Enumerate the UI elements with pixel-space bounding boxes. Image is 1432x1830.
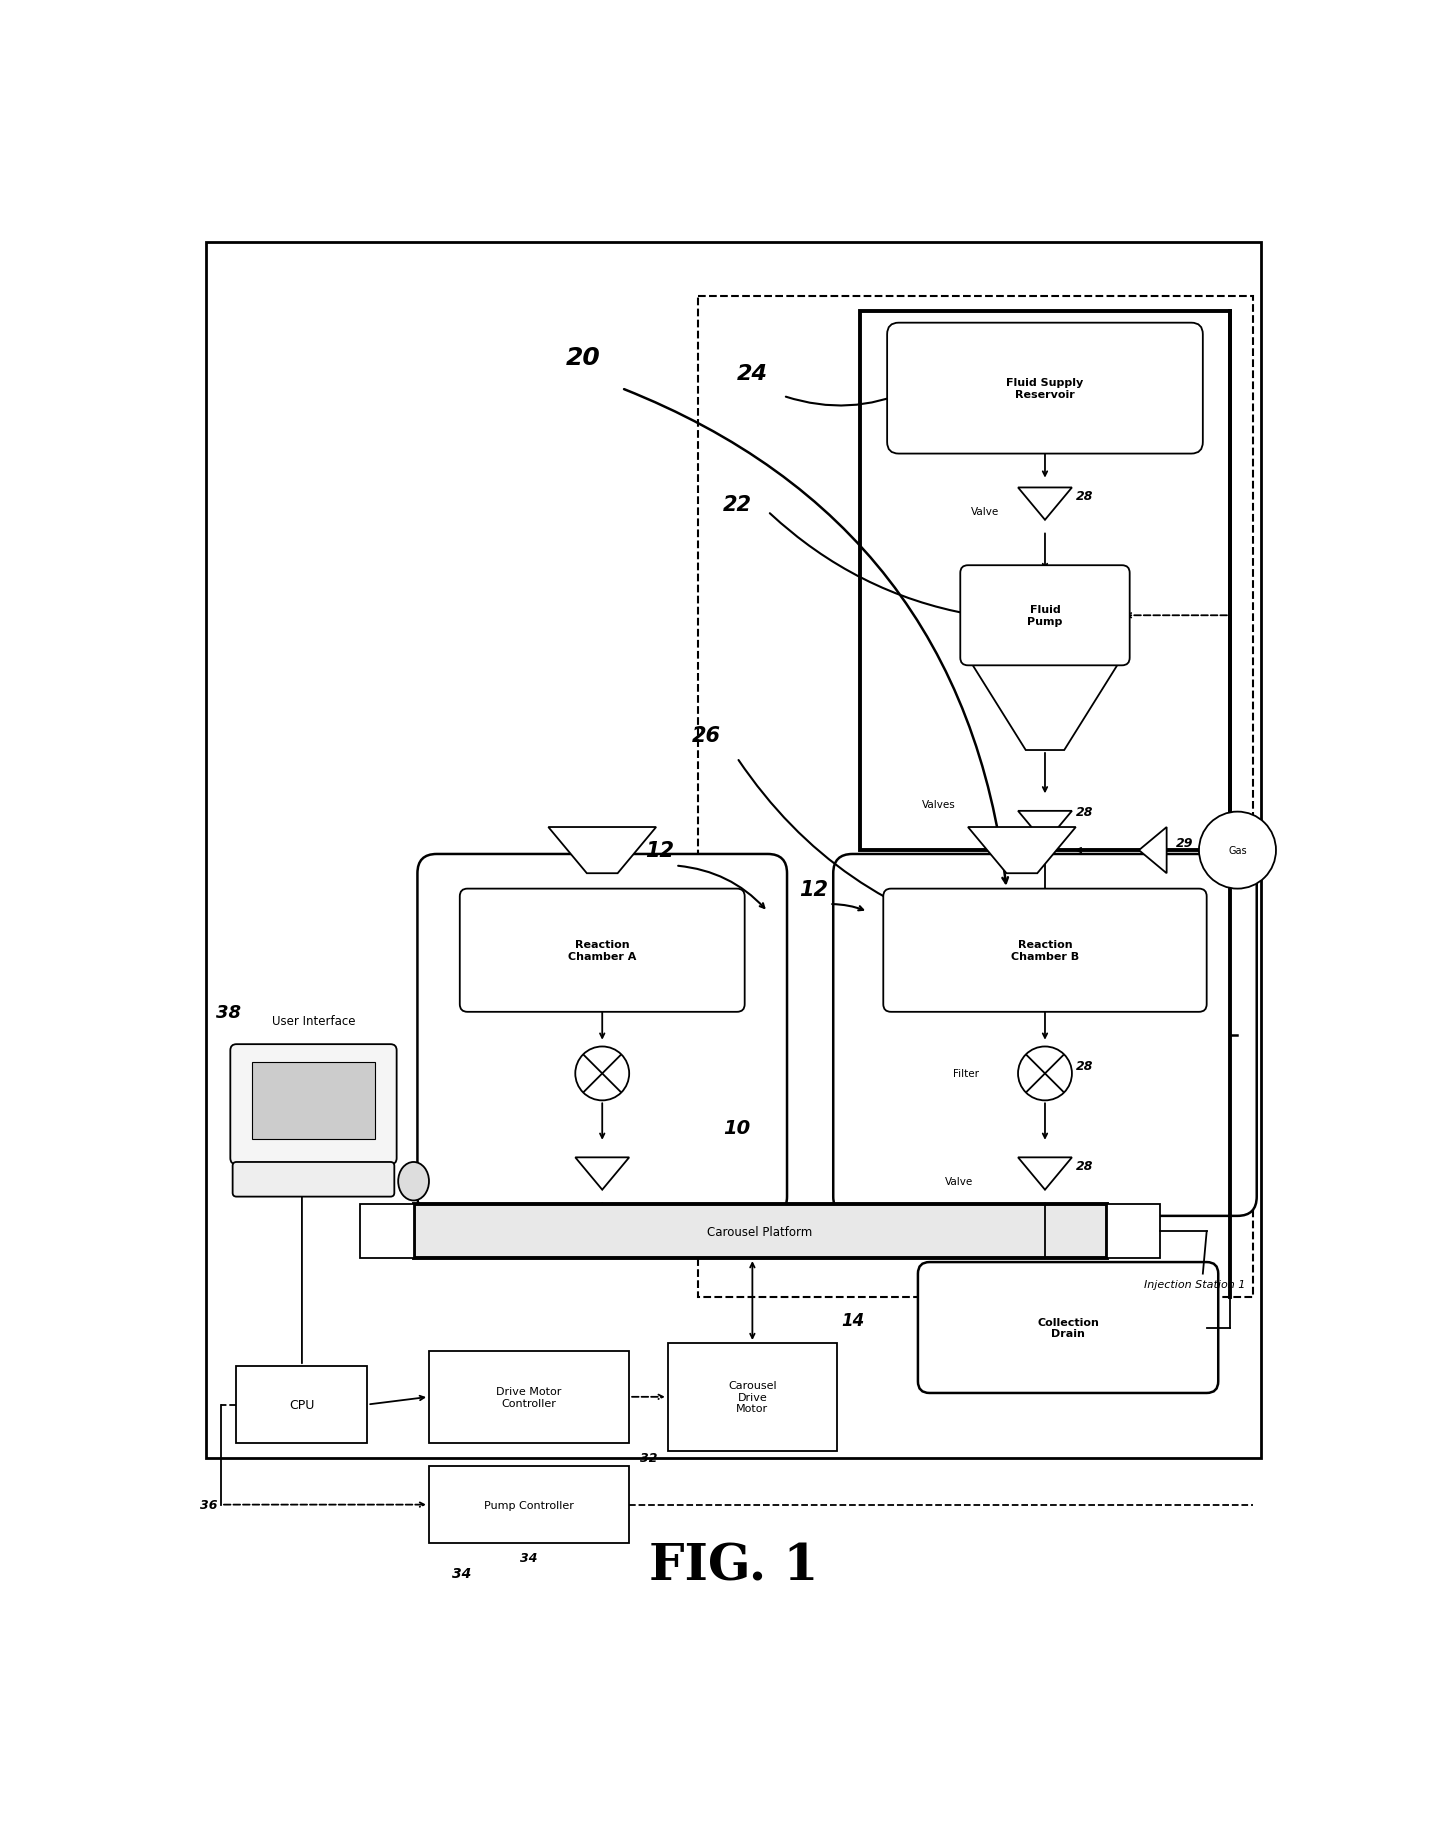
Polygon shape <box>1018 489 1073 520</box>
Text: 32: 32 <box>640 1451 657 1464</box>
Text: FIG. 1: FIG. 1 <box>649 1543 819 1590</box>
FancyBboxPatch shape <box>888 324 1203 454</box>
Circle shape <box>1199 813 1276 889</box>
Polygon shape <box>1138 827 1167 873</box>
Text: Reaction
Chamber A: Reaction Chamber A <box>569 941 636 961</box>
Text: Fluid Supply
Reservoir: Fluid Supply Reservoir <box>1007 379 1084 399</box>
Text: Valve: Valve <box>971 507 998 518</box>
Text: 28: 28 <box>1075 1160 1093 1173</box>
Text: 26: 26 <box>692 725 720 745</box>
Ellipse shape <box>398 1162 430 1200</box>
Text: 22: 22 <box>723 494 752 514</box>
Bar <box>236 1367 368 1444</box>
Bar <box>206 243 1260 1459</box>
Text: CPU: CPU <box>289 1398 315 1411</box>
Text: Filter: Filter <box>952 1069 978 1080</box>
Text: Carousel
Drive
Motor: Carousel Drive Motor <box>727 1380 776 1413</box>
Text: Injection Station 1: Injection Station 1 <box>1144 1279 1246 1290</box>
Text: Reaction
Chamber B: Reaction Chamber B <box>1011 941 1080 961</box>
Text: Gas: Gas <box>1229 845 1247 856</box>
Circle shape <box>576 1047 629 1102</box>
Text: 29: 29 <box>1176 836 1193 849</box>
FancyBboxPatch shape <box>918 1263 1219 1393</box>
Text: 28: 28 <box>1075 1060 1093 1072</box>
Polygon shape <box>968 659 1123 750</box>
Text: User Interface: User Interface <box>272 1014 355 1028</box>
Text: 20: 20 <box>566 346 600 370</box>
Polygon shape <box>576 1158 629 1190</box>
Text: Valve: Valve <box>945 1177 974 1186</box>
Bar <box>252 1061 375 1140</box>
FancyBboxPatch shape <box>460 889 745 1012</box>
Polygon shape <box>548 827 656 873</box>
Text: Carousel Platform: Carousel Platform <box>707 1224 813 1239</box>
Bar <box>1107 1204 1160 1259</box>
Text: Valves: Valves <box>922 800 955 809</box>
Polygon shape <box>968 827 1075 873</box>
FancyBboxPatch shape <box>418 855 788 1217</box>
Bar <box>861 311 1230 851</box>
Text: Nozzle: Nozzle <box>952 939 987 948</box>
Text: 14: 14 <box>841 1310 863 1329</box>
Text: 12: 12 <box>646 840 674 860</box>
Text: 28: 28 <box>1075 490 1093 503</box>
Text: Pump Controller: Pump Controller <box>484 1501 574 1510</box>
FancyBboxPatch shape <box>961 565 1130 666</box>
Polygon shape <box>1011 904 1080 1005</box>
Bar <box>699 296 1253 1297</box>
Text: 34: 34 <box>520 1552 538 1565</box>
FancyBboxPatch shape <box>884 889 1207 1012</box>
Text: 36: 36 <box>199 1499 218 1512</box>
FancyBboxPatch shape <box>231 1045 397 1164</box>
Bar <box>430 1466 629 1543</box>
Text: Fluid
Pump: Fluid Pump <box>1027 606 1063 626</box>
Bar <box>414 1204 1107 1259</box>
Text: 34: 34 <box>453 1566 471 1581</box>
Text: 28: 28 <box>1075 805 1093 818</box>
Text: Collection
Drain: Collection Drain <box>1037 1318 1098 1338</box>
Text: 24: 24 <box>737 364 768 384</box>
Circle shape <box>1018 1047 1073 1102</box>
Text: 10: 10 <box>723 1118 750 1136</box>
Bar <box>667 1343 838 1451</box>
Text: 12: 12 <box>799 878 829 899</box>
FancyBboxPatch shape <box>232 1162 394 1197</box>
Polygon shape <box>1018 1158 1073 1190</box>
FancyBboxPatch shape <box>833 855 1257 1217</box>
Bar <box>359 1204 414 1259</box>
Text: Drive Motor
Controller: Drive Motor Controller <box>497 1387 561 1407</box>
Text: 38: 38 <box>216 1003 241 1021</box>
Bar <box>430 1351 629 1444</box>
Polygon shape <box>1018 811 1073 844</box>
